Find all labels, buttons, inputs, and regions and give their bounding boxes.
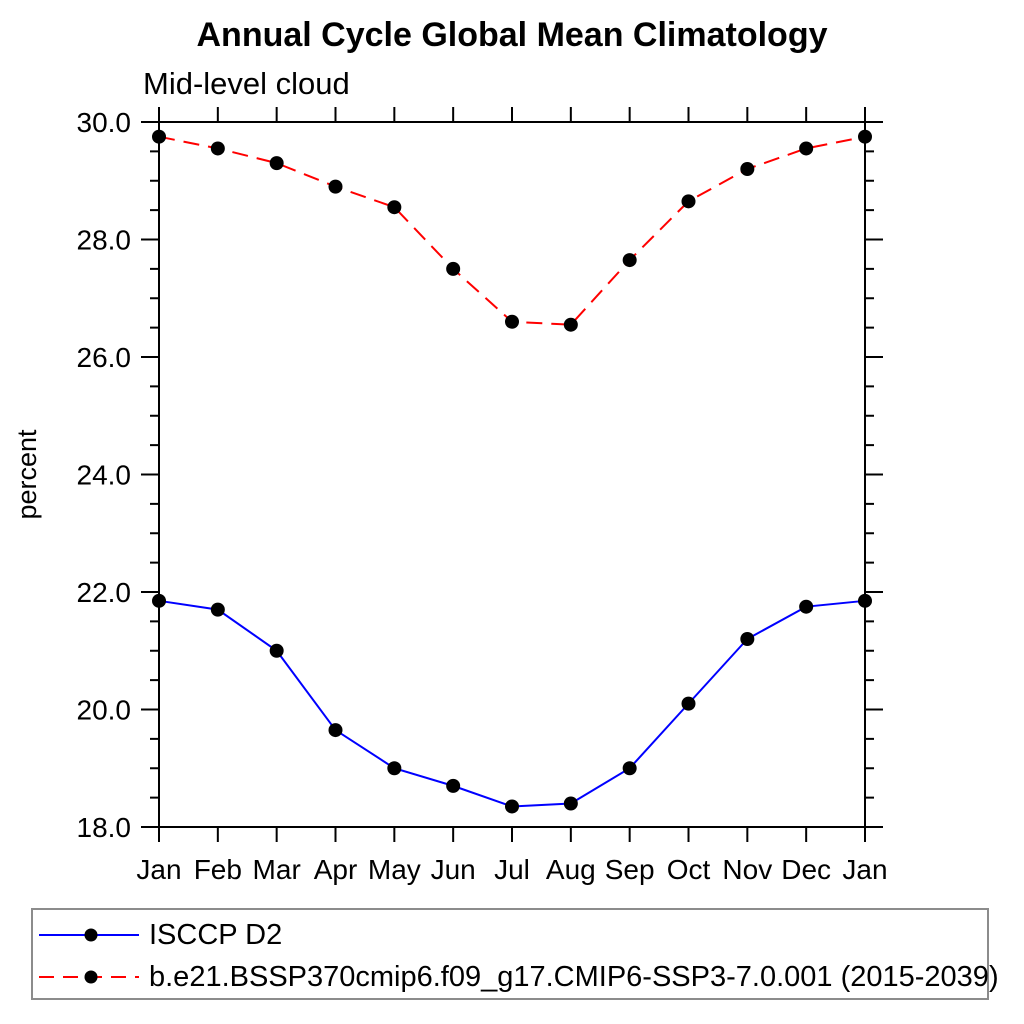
data-point-marker: [446, 261, 461, 276]
chart-subtitle: Mid-level cloud: [143, 66, 350, 101]
y-tick-label: 28.0: [77, 225, 132, 256]
legend-marker-icon: [84, 970, 98, 984]
x-tick-label: Nov: [722, 854, 772, 885]
x-tick-label: Feb: [194, 854, 242, 885]
legend-line-dashed-red: [39, 970, 139, 984]
data-point-marker: [505, 314, 519, 329]
x-tick-label: Oct: [667, 854, 711, 885]
data-point-marker: [740, 162, 755, 176]
data-point-marker: [681, 194, 696, 209]
legend-marker-icon: [84, 928, 98, 942]
x-tick-label: Apr: [314, 854, 358, 885]
data-point-marker: [740, 632, 755, 646]
data-point-marker: [446, 778, 461, 793]
legend-label: ISCCP D2: [149, 919, 283, 951]
data-point-marker: [210, 141, 225, 156]
data-point-marker: [328, 179, 343, 194]
data-point-marker: [858, 129, 872, 144]
data-point-marker: [799, 599, 814, 614]
data-point-marker: [858, 593, 872, 608]
x-tick-label: Mar: [253, 854, 301, 885]
data-point-marker: [799, 141, 814, 156]
y-tick-label: 18.0: [77, 812, 132, 843]
x-tick-label: Jan: [136, 854, 181, 885]
data-point-marker: [328, 723, 343, 738]
data-point-marker: [622, 761, 637, 776]
y-tick-label: 30.0: [77, 107, 132, 138]
data-point-marker: [387, 761, 402, 776]
data-point-marker: [152, 593, 166, 608]
legend-line-solid-blue: [39, 928, 139, 942]
x-tick-label: Dec: [781, 854, 831, 885]
y-tick-label: 24.0: [77, 460, 132, 491]
data-point-marker: [563, 317, 578, 332]
x-tick-label: Jul: [494, 854, 530, 885]
legend-item-isccp: ISCCP D2: [39, 919, 283, 951]
x-tick-label: Jan: [842, 854, 887, 885]
axis-box: [158, 121, 866, 828]
data-point-marker: [269, 643, 284, 658]
data-point-marker: [269, 156, 284, 171]
y-tick-label: 26.0: [77, 342, 132, 373]
y-tick-label: 22.0: [77, 577, 132, 608]
series-line-0: [158, 599, 866, 808]
legend: ISCCP D2 b.e21.BSSP370cmip6.f09_g17.CMIP…: [31, 908, 999, 1000]
data-point-marker: [387, 200, 402, 215]
data-point-marker: [210, 602, 225, 617]
x-tick-label: May: [368, 854, 421, 885]
x-tick-label: Jun: [431, 854, 476, 885]
x-tick-label: Aug: [546, 854, 596, 885]
y-tick-label: 20.0: [77, 695, 132, 726]
y-axis-label: percent: [12, 429, 42, 520]
data-point-marker: [152, 129, 166, 144]
data-point-marker: [563, 796, 578, 811]
data-point-marker: [505, 799, 519, 814]
data-point-marker: [681, 696, 696, 711]
chart-title: Annual Cycle Global Mean Climatology: [196, 16, 828, 54]
data-point-marker: [622, 253, 637, 268]
x-tick-label: Sep: [605, 854, 655, 885]
series-line-1: [158, 135, 866, 326]
legend-label: b.e21.BSSP370cmip6.f09_g17.CMIP6-SSP3-7.…: [149, 961, 999, 993]
legend-item-model: b.e21.BSSP370cmip6.f09_g17.CMIP6-SSP3-7.…: [39, 961, 999, 993]
